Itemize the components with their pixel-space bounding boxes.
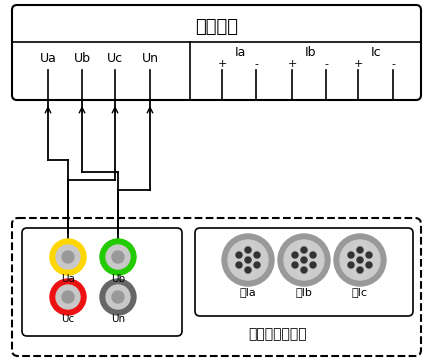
Circle shape: [56, 245, 80, 269]
Text: Ua: Ua: [61, 274, 75, 284]
Circle shape: [100, 279, 136, 315]
Circle shape: [112, 291, 124, 303]
Circle shape: [236, 262, 242, 268]
Circle shape: [310, 262, 316, 268]
Text: 钳Ic: 钳Ic: [352, 287, 368, 297]
Text: +: +: [217, 59, 227, 69]
Circle shape: [301, 247, 307, 253]
Text: Ib: Ib: [304, 46, 316, 59]
Circle shape: [357, 267, 363, 273]
Text: 钳Ia: 钳Ia: [239, 287, 256, 297]
Circle shape: [56, 285, 80, 309]
Circle shape: [106, 245, 130, 269]
Text: -: -: [324, 59, 328, 69]
Circle shape: [301, 267, 307, 273]
Text: 电能质量分析仪: 电能质量分析仪: [249, 327, 307, 341]
Circle shape: [301, 257, 307, 263]
Circle shape: [245, 267, 251, 273]
Text: -: -: [254, 59, 258, 69]
Text: Uc: Uc: [107, 51, 123, 64]
Circle shape: [245, 247, 251, 253]
Circle shape: [254, 262, 260, 268]
Circle shape: [348, 252, 354, 258]
Circle shape: [357, 257, 363, 263]
Circle shape: [340, 240, 380, 280]
Circle shape: [245, 257, 251, 263]
Text: +: +: [353, 59, 363, 69]
Text: Ub: Ub: [74, 51, 90, 64]
Circle shape: [284, 240, 324, 280]
Circle shape: [62, 251, 74, 263]
FancyBboxPatch shape: [22, 228, 182, 336]
Circle shape: [50, 239, 86, 275]
Circle shape: [310, 252, 316, 258]
Circle shape: [62, 291, 74, 303]
Text: -: -: [391, 59, 395, 69]
Circle shape: [228, 240, 268, 280]
Text: 钳Ib: 钳Ib: [296, 287, 313, 297]
Circle shape: [366, 252, 372, 258]
FancyBboxPatch shape: [195, 228, 413, 316]
Circle shape: [278, 234, 330, 286]
Circle shape: [236, 252, 242, 258]
Text: Ub: Ub: [111, 274, 125, 284]
Circle shape: [106, 285, 130, 309]
Text: Ia: Ia: [234, 46, 246, 59]
Circle shape: [222, 234, 274, 286]
FancyBboxPatch shape: [12, 5, 421, 100]
Circle shape: [112, 251, 124, 263]
Circle shape: [348, 262, 354, 268]
Text: +: +: [288, 59, 297, 69]
Text: Un: Un: [111, 314, 125, 324]
Circle shape: [100, 239, 136, 275]
Circle shape: [254, 252, 260, 258]
Circle shape: [357, 247, 363, 253]
Text: Uc: Uc: [61, 314, 74, 324]
Circle shape: [292, 252, 298, 258]
Text: Ua: Ua: [39, 51, 56, 64]
Circle shape: [366, 262, 372, 268]
Text: Ic: Ic: [371, 46, 381, 59]
Circle shape: [292, 262, 298, 268]
Circle shape: [50, 279, 86, 315]
Text: 被测设备: 被测设备: [195, 18, 238, 36]
FancyBboxPatch shape: [12, 218, 421, 356]
Circle shape: [334, 234, 386, 286]
Text: Un: Un: [142, 51, 158, 64]
